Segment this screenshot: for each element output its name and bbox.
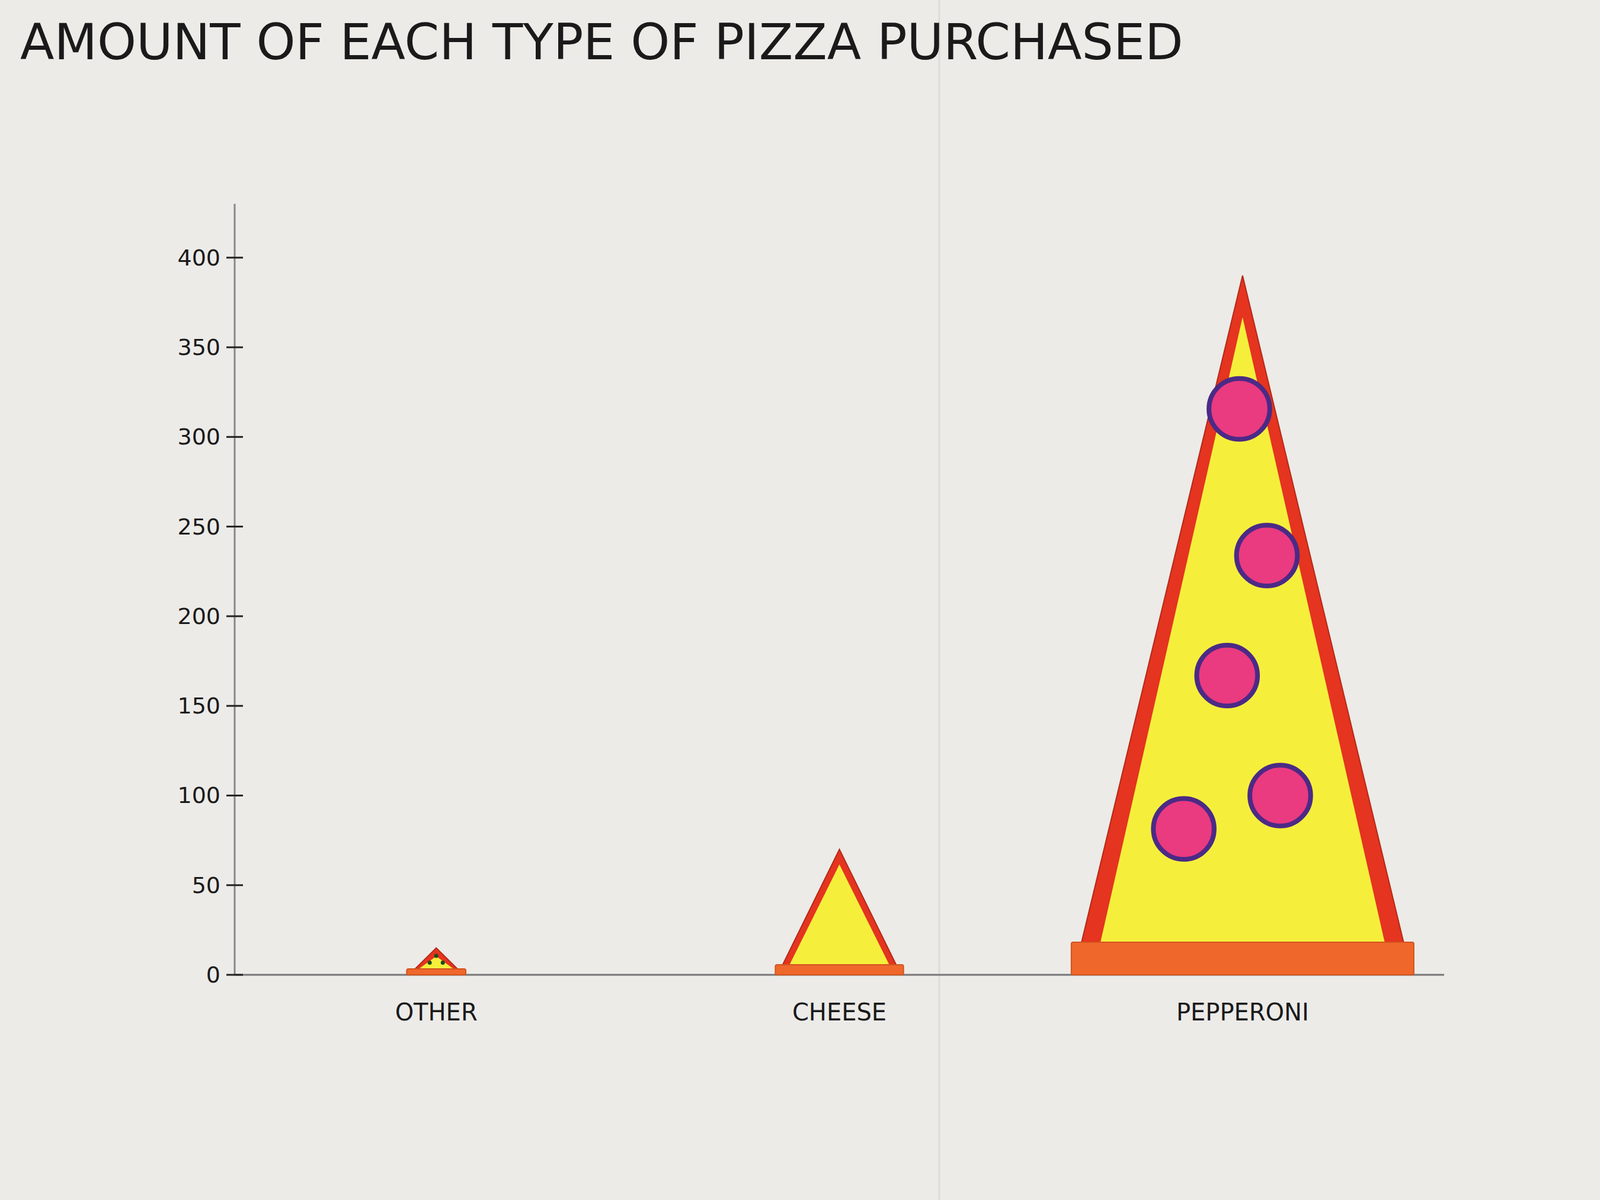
cheese [418, 956, 454, 969]
y-tick [226, 705, 243, 707]
y-tick-label: 200 [177, 603, 221, 630]
crust [775, 964, 904, 975]
x-tick-label: OTHER [395, 998, 478, 1026]
y-tick-label: 50 [192, 872, 221, 899]
y-tick-label: 350 [177, 334, 221, 361]
topping [440, 960, 446, 965]
pepperoni [1208, 378, 1270, 440]
y-tick [226, 615, 243, 617]
x-tick-label: PEPPERONI [1176, 998, 1310, 1026]
y-tick-label: 300 [177, 423, 221, 450]
y-tick [226, 256, 243, 259]
y-tick-label: 250 [177, 513, 221, 540]
pepperoni [1196, 645, 1258, 707]
y-tick [226, 884, 243, 886]
x-tick-label: CHEESE [792, 998, 887, 1026]
y-tick [226, 346, 243, 349]
topping [434, 954, 439, 959]
pepperoni [1153, 798, 1215, 860]
background [0, 0, 1600, 1200]
y-axis [234, 203, 236, 975]
marks [406, 275, 1414, 975]
chart: AMOUNT OF EACH TYPE OF PIZZA PURCHASED 0 5… [0, 0, 1600, 1200]
y-tick [226, 974, 243, 976]
pizza-slice [777, 849, 901, 975]
pepperoni [1249, 765, 1311, 827]
cheese [1100, 317, 1385, 943]
title: AMOUNT OF EACH TYPE OF PIZZA PURCHASED [20, 13, 1184, 72]
y-tick [226, 794, 243, 797]
y-tick-label: 100 [177, 782, 221, 809]
y-tick-label: 400 [177, 244, 221, 271]
y-tick [226, 436, 243, 438]
crust [1071, 942, 1414, 975]
y-tick-label: 150 [177, 692, 221, 719]
pepperoni [1236, 525, 1298, 587]
y-tick [226, 525, 243, 528]
topping [427, 960, 432, 965]
crust [406, 968, 466, 975]
y-tick-label: 0 [206, 961, 221, 988]
cheese [789, 864, 889, 965]
pizza-slice [1073, 275, 1412, 975]
paper-fold [938, 0, 941, 1200]
